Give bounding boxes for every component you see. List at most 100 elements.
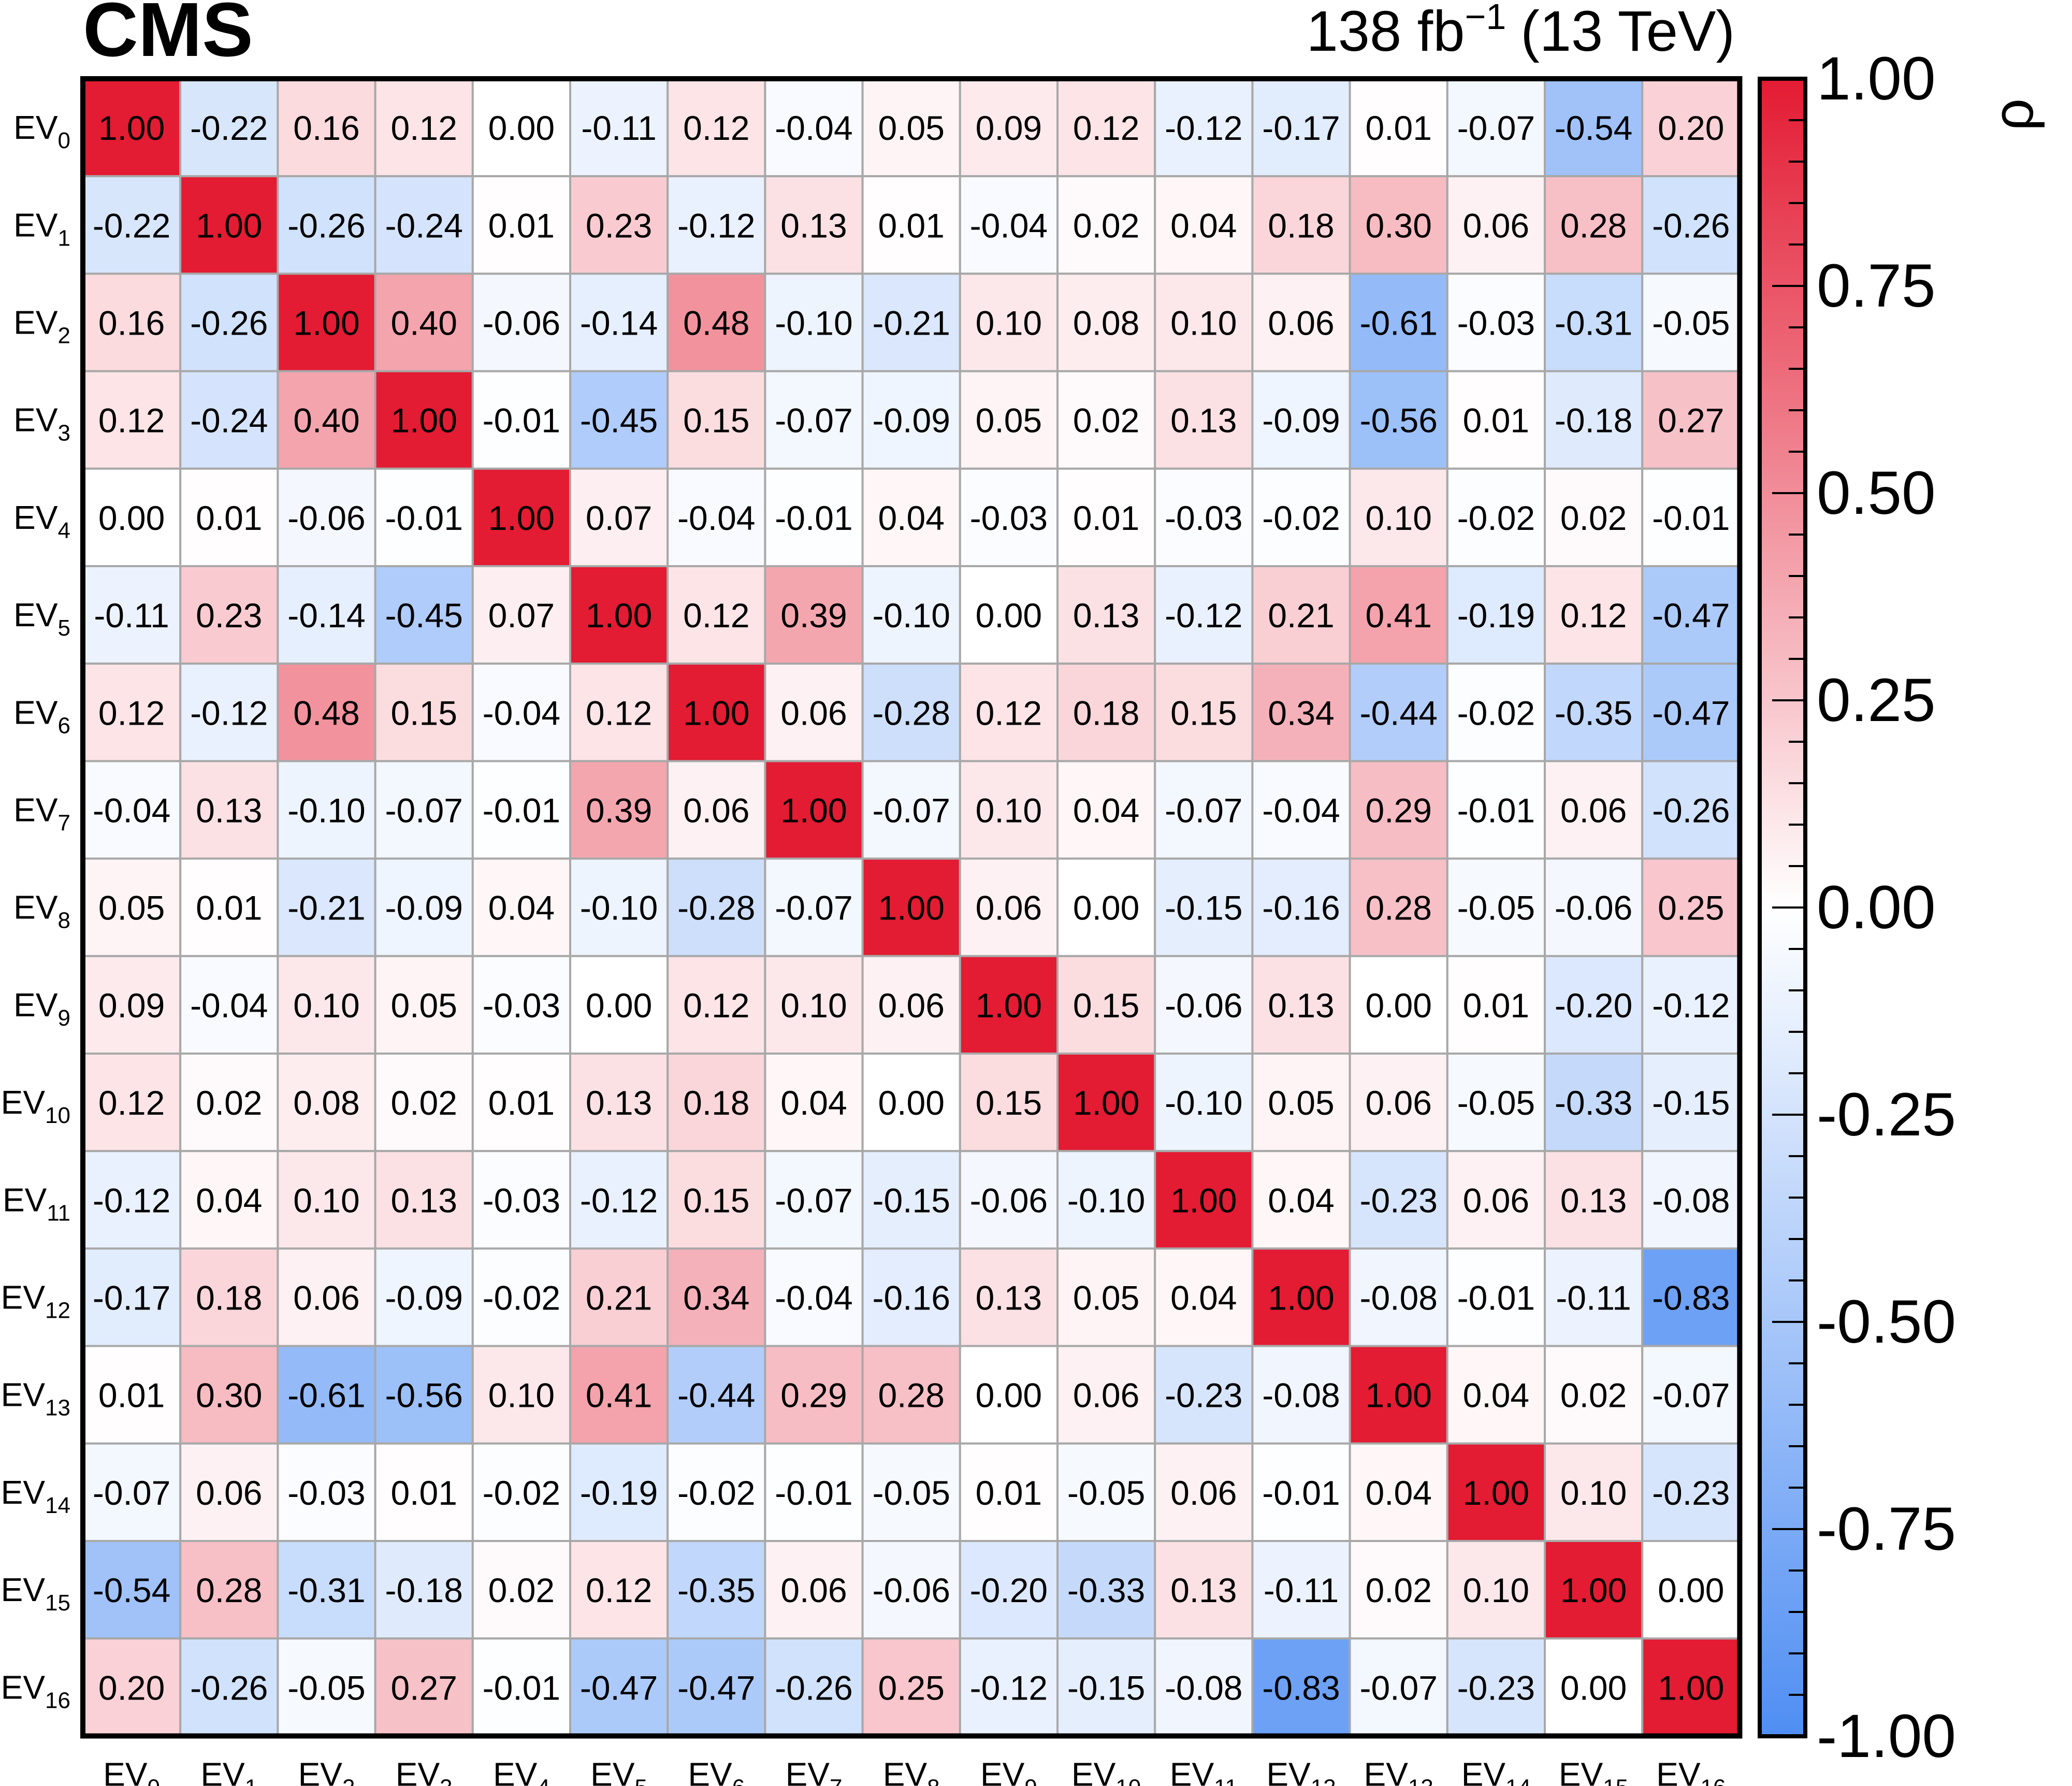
heatmap-cell — [1641, 1540, 1741, 1640]
heatmap-cell — [1349, 1345, 1448, 1445]
heatmap-cell — [1056, 467, 1156, 567]
heatmap-cell — [1544, 857, 1644, 957]
heatmap-cell-value: -0.04 — [775, 1279, 852, 1317]
heatmap-cell-value: -0.04 — [970, 206, 1048, 244]
heatmap-cell-value: -0.45 — [580, 401, 658, 440]
heatmap-cell-value: 1.00 — [780, 791, 847, 830]
heatmap-cell-value: -0.07 — [775, 401, 852, 440]
heatmap-cell-value: 0.20 — [98, 1668, 165, 1707]
heatmap-cell-value: -0.07 — [385, 791, 462, 830]
heatmap-cell-value: 0.02 — [1365, 1571, 1431, 1609]
heatmap-cell — [374, 955, 474, 1055]
heatmap-cell — [374, 1150, 474, 1250]
heatmap-cell-value: -0.23 — [1359, 1181, 1437, 1219]
heatmap-cell — [1154, 1247, 1254, 1347]
heatmap-cell-value: 0.15 — [1170, 694, 1237, 732]
heatmap-cell — [471, 1540, 571, 1640]
heatmap-cell — [959, 467, 1059, 567]
heatmap-cell-value: 0.16 — [98, 304, 165, 342]
heatmap-cell-value: 0.04 — [488, 889, 555, 927]
heatmap-cell-value: -0.83 — [1652, 1279, 1730, 1317]
heatmap-cell — [1154, 78, 1254, 178]
heatmap-cell-value: -0.26 — [190, 1668, 268, 1707]
heatmap-cell-value: 0.00 — [488, 109, 555, 147]
heatmap-cell-value: 0.12 — [586, 694, 652, 732]
heatmap-cell — [569, 857, 669, 957]
heatmap-cell-value: 0.04 — [196, 1181, 262, 1219]
heatmap-cell-value: 1.00 — [488, 499, 555, 537]
heatmap-cell-value: 0.09 — [976, 109, 1042, 147]
heatmap-cell-value: -0.07 — [775, 889, 852, 927]
heatmap-cell-value: 1.00 — [293, 304, 359, 342]
column-axis-label: EV6 — [688, 1755, 745, 1786]
heatmap-cell-value: 0.01 — [98, 1376, 165, 1415]
heatmap-cell-value: -0.02 — [483, 1279, 560, 1317]
heatmap-cell — [1056, 662, 1156, 762]
heatmap-cell-value: 0.18 — [683, 1084, 749, 1122]
experiment-label: CMS — [83, 0, 253, 73]
heatmap-cell-value: -0.24 — [190, 401, 268, 440]
heatmap-cell — [861, 467, 961, 567]
heatmap-cell-value: 0.13 — [1560, 1181, 1627, 1219]
heatmap-cell-value: 0.01 — [196, 889, 262, 927]
column-axis-label: EV7 — [786, 1755, 843, 1786]
heatmap-cell — [179, 1150, 279, 1250]
heatmap-cell-value: 0.21 — [586, 1279, 652, 1317]
heatmap-cell-value: 0.13 — [1268, 986, 1334, 1025]
heatmap-cell-value: 0.00 — [976, 596, 1042, 635]
heatmap-cell-value: -0.61 — [287, 1376, 365, 1415]
row-axis-label: EV14 — [1, 1474, 70, 1518]
heatmap-cell — [1251, 272, 1351, 372]
heatmap-cell-value: 0.12 — [98, 401, 165, 440]
heatmap-cell-value: 0.12 — [683, 596, 749, 635]
heatmap-cell-value: -0.04 — [93, 791, 170, 830]
heatmap-cell — [179, 467, 279, 567]
energy-value: (13 TeV) — [1520, 0, 1735, 63]
heatmap-cell-value: 1.00 — [1268, 1279, 1334, 1317]
heatmap-cell-value: 0.28 — [1560, 206, 1627, 244]
heatmap-cell-value: 0.13 — [780, 206, 847, 244]
heatmap-cell-value: 0.05 — [390, 986, 457, 1025]
heatmap-cell-value: 0.06 — [1073, 1376, 1139, 1415]
heatmap-cell-value: -0.01 — [483, 1668, 560, 1707]
heatmap-cell-value: -0.26 — [775, 1668, 852, 1707]
heatmap-cell-value: 0.15 — [683, 401, 749, 440]
heatmap-cell-value: 0.28 — [878, 1376, 944, 1415]
row-axis-label: EV10 — [1, 1084, 70, 1128]
heatmap-cell-value: 0.29 — [1365, 791, 1431, 830]
heatmap-cell — [82, 1150, 182, 1250]
heatmap-cell-value: -0.15 — [1165, 889, 1242, 927]
heatmap-cell — [666, 857, 766, 957]
heatmap-cell-value: 1.00 — [1365, 1376, 1431, 1415]
heatmap-cell-value: 0.10 — [1560, 1474, 1627, 1512]
heatmap-cell — [1349, 565, 1448, 665]
heatmap-cell — [959, 857, 1059, 957]
heatmap-cell — [569, 565, 669, 665]
heatmap-cell-value: 0.41 — [586, 1376, 652, 1415]
heatmap-cell-value: -0.10 — [580, 889, 658, 927]
heatmap-cell-value: 0.10 — [1365, 499, 1431, 537]
heatmap-cell-value: 0.25 — [1658, 889, 1724, 927]
heatmap-cell-value: -0.14 — [580, 304, 658, 342]
heatmap-cell-value: -0.01 — [775, 499, 852, 537]
heatmap-cell-value: 0.18 — [1268, 206, 1334, 244]
heatmap-cell-value: -0.61 — [1359, 304, 1437, 342]
heatmap-cell-value: -0.16 — [872, 1279, 950, 1317]
heatmap-cell — [471, 662, 571, 762]
heatmap-cell-value: 0.01 — [878, 206, 944, 244]
heatmap-cell — [1446, 467, 1546, 567]
heatmap-cell-value: 0.21 — [1268, 596, 1334, 635]
heatmap-cell-value: 0.00 — [98, 499, 165, 537]
heatmap-cell-value: 0.12 — [98, 694, 165, 732]
heatmap-cell-value: 1.00 — [586, 596, 652, 635]
row-axis-label: EV9 — [13, 986, 70, 1031]
heatmap-cell-value: -0.12 — [1165, 596, 1242, 635]
heatmap-cell-value: -0.44 — [677, 1376, 755, 1415]
heatmap-cell-value: 0.00 — [1073, 889, 1139, 927]
heatmap-cell-value: 1.00 — [878, 889, 944, 927]
luminosity-energy-label: 138 fb−1 (13 TeV) — [1307, 0, 1735, 63]
heatmap-cell-value: 0.12 — [976, 694, 1042, 732]
heatmap-cell-value: 0.00 — [878, 1084, 944, 1122]
heatmap-cell-value: -0.16 — [1262, 889, 1340, 927]
heatmap-cell — [179, 565, 279, 665]
